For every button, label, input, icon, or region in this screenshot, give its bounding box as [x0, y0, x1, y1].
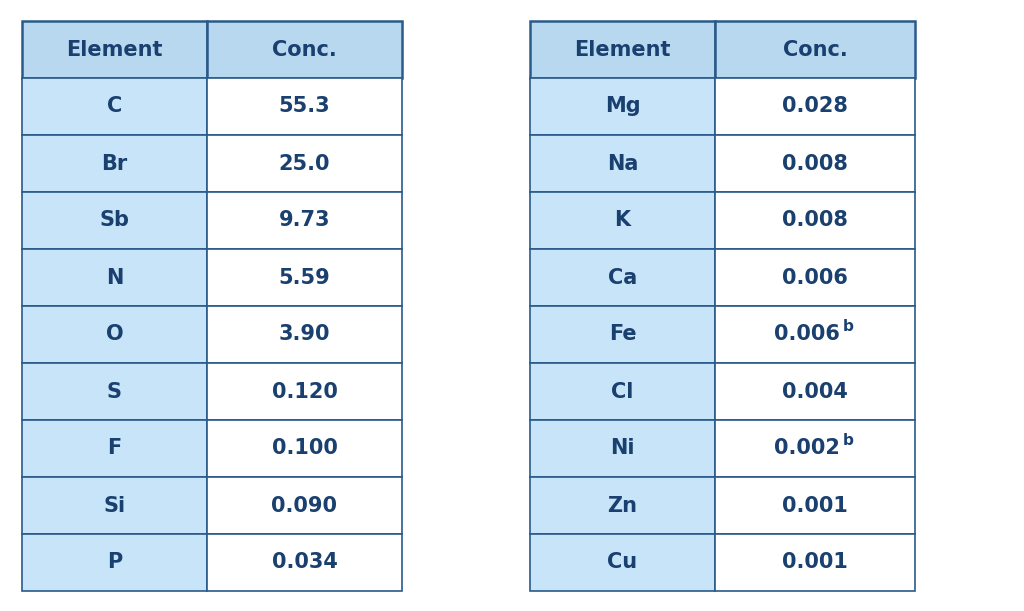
Text: Conc.: Conc. [272, 40, 337, 59]
Bar [530, 78, 715, 135]
Bar [207, 21, 402, 78]
Text: Ni: Ni [610, 439, 635, 458]
Text: Fe: Fe [608, 324, 636, 345]
Text: 0.001: 0.001 [782, 552, 848, 573]
Text: K: K [614, 211, 631, 230]
Bar [22, 135, 207, 192]
Bar [715, 306, 915, 363]
Bar [715, 534, 915, 591]
Text: 0.034: 0.034 [271, 552, 338, 573]
Text: Si: Si [103, 496, 126, 516]
Bar [715, 78, 915, 135]
Text: b: b [843, 319, 854, 334]
Bar [22, 363, 207, 420]
Text: Element: Element [574, 40, 671, 59]
Bar [207, 249, 402, 306]
Bar [207, 192, 402, 249]
Bar [715, 420, 915, 477]
Text: Cu: Cu [607, 552, 638, 573]
Text: Mg: Mg [605, 97, 640, 117]
Text: Cl: Cl [611, 381, 634, 401]
Bar [715, 21, 915, 78]
Bar [530, 249, 715, 306]
Bar [207, 420, 402, 477]
Text: 0.120: 0.120 [271, 381, 338, 401]
Bar [715, 135, 915, 192]
Bar [715, 477, 915, 534]
Text: Element: Element [67, 40, 163, 59]
Text: Zn: Zn [607, 496, 638, 516]
Bar [22, 78, 207, 135]
Bar [207, 477, 402, 534]
Bar [530, 420, 715, 477]
Text: 0.006: 0.006 [774, 324, 840, 345]
Bar [530, 135, 715, 192]
Bar [715, 192, 915, 249]
Text: C: C [106, 97, 122, 117]
Text: Br: Br [101, 153, 128, 174]
Text: 0.002: 0.002 [774, 439, 840, 458]
Bar [207, 534, 402, 591]
Text: O: O [105, 324, 123, 345]
Text: N: N [105, 268, 123, 288]
Bar [530, 306, 715, 363]
Text: P: P [106, 552, 122, 573]
Bar [22, 477, 207, 534]
Text: F: F [108, 439, 122, 458]
Text: 0.001: 0.001 [782, 496, 848, 516]
Bar [22, 249, 207, 306]
Text: 0.028: 0.028 [782, 97, 848, 117]
Text: 0.006: 0.006 [782, 268, 848, 288]
Text: Conc.: Conc. [782, 40, 848, 59]
Text: 0.004: 0.004 [782, 381, 848, 401]
Bar [207, 135, 402, 192]
Bar [207, 306, 402, 363]
Bar [530, 21, 715, 78]
Bar [530, 534, 715, 591]
Text: 3.90: 3.90 [279, 324, 331, 345]
Bar [22, 21, 207, 78]
Bar [207, 78, 402, 135]
Text: 0.008: 0.008 [782, 153, 848, 174]
Bar [22, 306, 207, 363]
Bar [715, 363, 915, 420]
Text: Ca: Ca [608, 268, 637, 288]
Text: 25.0: 25.0 [279, 153, 331, 174]
Text: 5.59: 5.59 [279, 268, 331, 288]
Text: Na: Na [607, 153, 638, 174]
Text: Sb: Sb [99, 211, 129, 230]
Text: 55.3: 55.3 [279, 97, 331, 117]
Bar [22, 192, 207, 249]
Bar [530, 477, 715, 534]
Text: b: b [843, 433, 854, 448]
Bar [22, 420, 207, 477]
Text: 0.100: 0.100 [271, 439, 338, 458]
Bar [715, 249, 915, 306]
Text: 0.090: 0.090 [271, 496, 338, 516]
Text: 9.73: 9.73 [279, 211, 331, 230]
Bar [207, 363, 402, 420]
Bar [22, 534, 207, 591]
Text: 0.008: 0.008 [782, 211, 848, 230]
Bar [530, 192, 715, 249]
Text: S: S [106, 381, 122, 401]
Bar [530, 363, 715, 420]
